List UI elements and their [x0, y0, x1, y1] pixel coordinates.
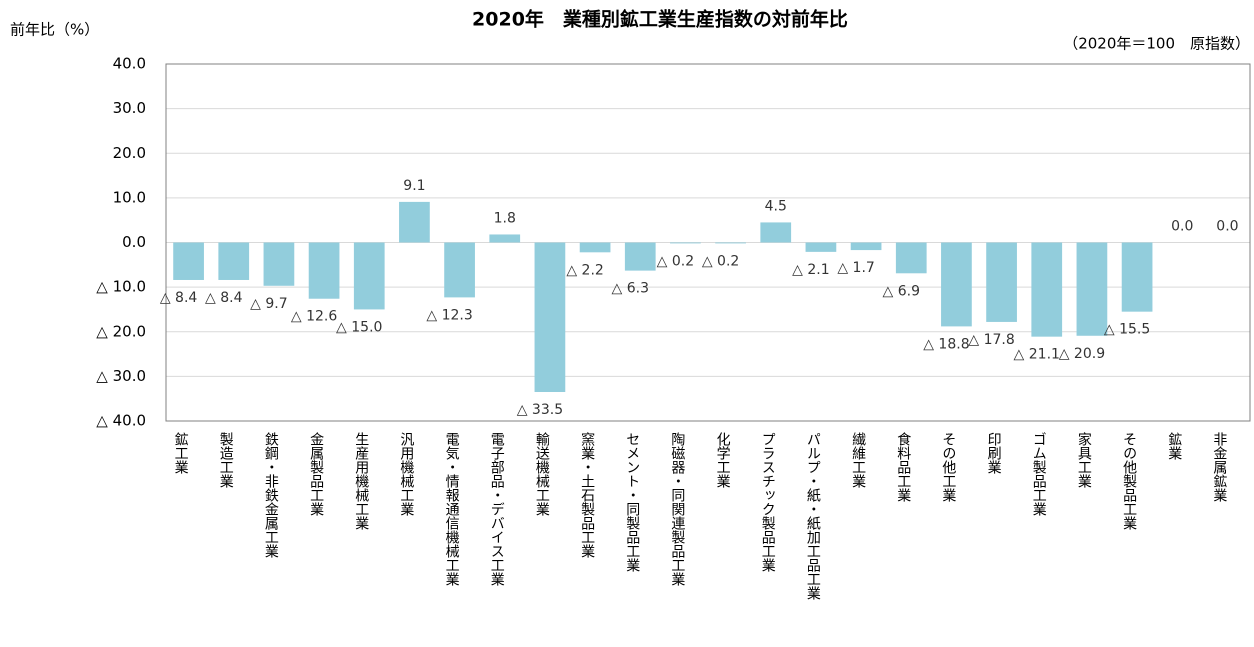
x-tick-label: 電気・情報通信機械工業	[444, 432, 460, 586]
bar	[760, 222, 792, 243]
data-label: △ 2.2	[566, 262, 603, 278]
bar	[263, 242, 295, 286]
chart-title: 2020年 業種別鉱工業生産指数の対前年比	[472, 8, 848, 31]
bar	[895, 242, 927, 274]
bar	[624, 242, 656, 271]
data-label: △ 17.8	[968, 332, 1014, 348]
bar	[308, 242, 340, 299]
x-tick-label: 汎用機械工業	[398, 432, 414, 516]
bar	[218, 242, 250, 280]
bar	[1121, 242, 1153, 312]
bar	[579, 242, 611, 253]
data-label: △ 6.3	[612, 281, 649, 297]
data-label: △ 15.0	[336, 319, 382, 335]
bar	[1031, 242, 1063, 337]
bar	[986, 242, 1017, 322]
y-tick-label: △ 10.0	[96, 278, 146, 296]
y-tick-label: 10.0	[113, 188, 146, 206]
data-label: △ 15.5	[1104, 322, 1150, 338]
plot-border	[165, 63, 1251, 422]
x-tick-label: 鉱業	[1166, 431, 1182, 460]
data-label: △ 1.7	[837, 260, 874, 276]
x-tick-label: ゴム製品工業	[1031, 432, 1047, 516]
data-label: △ 20.9	[1059, 346, 1105, 362]
x-tick-label: 電子部品・デバイス工業	[489, 432, 505, 586]
bar	[941, 242, 972, 327]
bar	[670, 242, 701, 244]
x-tick-label: 金属製品工業	[308, 432, 324, 516]
bar	[805, 242, 837, 252]
y-tick-label: △ 20.0	[96, 322, 146, 340]
x-tick-label: 化学工業	[715, 432, 731, 488]
bar	[399, 201, 430, 243]
x-tick-label: 陶磁器・同関連製品工業	[669, 432, 685, 586]
y-tick-label: △ 30.0	[96, 367, 146, 385]
data-label: △ 6.9	[883, 283, 920, 299]
data-label: △ 0.2	[702, 253, 739, 269]
bar	[850, 242, 882, 251]
data-label: 9.1	[403, 178, 425, 194]
data-label: △ 0.2	[657, 253, 694, 269]
x-tick-label: パルプ・紙・紙加工品工業	[805, 432, 821, 600]
bar	[715, 242, 746, 244]
x-tick-label: セメント・同製品工業	[624, 432, 640, 572]
bar	[1076, 242, 1108, 336]
x-tick-label: 鉱工業	[173, 431, 189, 474]
data-label: 0.0	[1216, 219, 1238, 235]
x-tick-label: 生産用機械工業	[353, 432, 369, 530]
x-tick-label: 製造工業	[218, 432, 234, 488]
x-tick-label: 家具工業	[1076, 431, 1092, 488]
x-tick-label: 輸送機械工業	[534, 432, 550, 516]
bar	[353, 242, 385, 310]
y-tick-label: 30.0	[113, 99, 146, 117]
data-label: △ 2.1	[792, 262, 829, 278]
y-tick-label: 40.0	[113, 55, 146, 73]
x-tick-label: プラスチック製品工業	[760, 432, 776, 572]
data-label: 0.0	[1171, 219, 1193, 235]
bar	[534, 242, 566, 392]
x-tick-label: 印刷業	[986, 432, 1002, 474]
x-tick-label: その他製品工業	[1121, 432, 1137, 530]
data-label: △ 8.4	[205, 290, 243, 306]
data-label: △ 12.3	[426, 307, 472, 323]
data-label: △ 12.6	[291, 309, 337, 325]
data-label: △ 21.1	[1014, 347, 1060, 363]
x-tick-label: 食料品工業	[895, 431, 911, 502]
x-tick-label: 非金属鉱業	[1211, 432, 1227, 502]
data-label: △ 9.7	[250, 296, 287, 312]
bar	[173, 242, 204, 280]
y-tick-label: 20.0	[113, 144, 146, 162]
x-tick-label: その他工業	[940, 432, 956, 502]
subtitle: （2020年＝100 原指数）	[1063, 35, 1250, 53]
bar	[489, 234, 521, 243]
y-axis-title: 前年比（%）	[10, 21, 99, 39]
x-tick-label: 鉄鋼・非鉄金属工業	[263, 432, 279, 558]
x-tick-label: 繊維工業	[850, 432, 866, 488]
x-tick-label: 窯業・土石製品工業	[579, 431, 595, 558]
data-label: △ 33.5	[517, 402, 563, 418]
y-tick-label: △ 40.0	[96, 412, 146, 430]
bar	[444, 242, 475, 298]
data-label: △ 18.8	[923, 336, 969, 352]
y-tick-label: 0.0	[122, 233, 146, 251]
data-label: 4.5	[765, 198, 787, 214]
data-label: △ 8.4	[160, 290, 198, 306]
data-label: 1.8	[494, 210, 516, 226]
